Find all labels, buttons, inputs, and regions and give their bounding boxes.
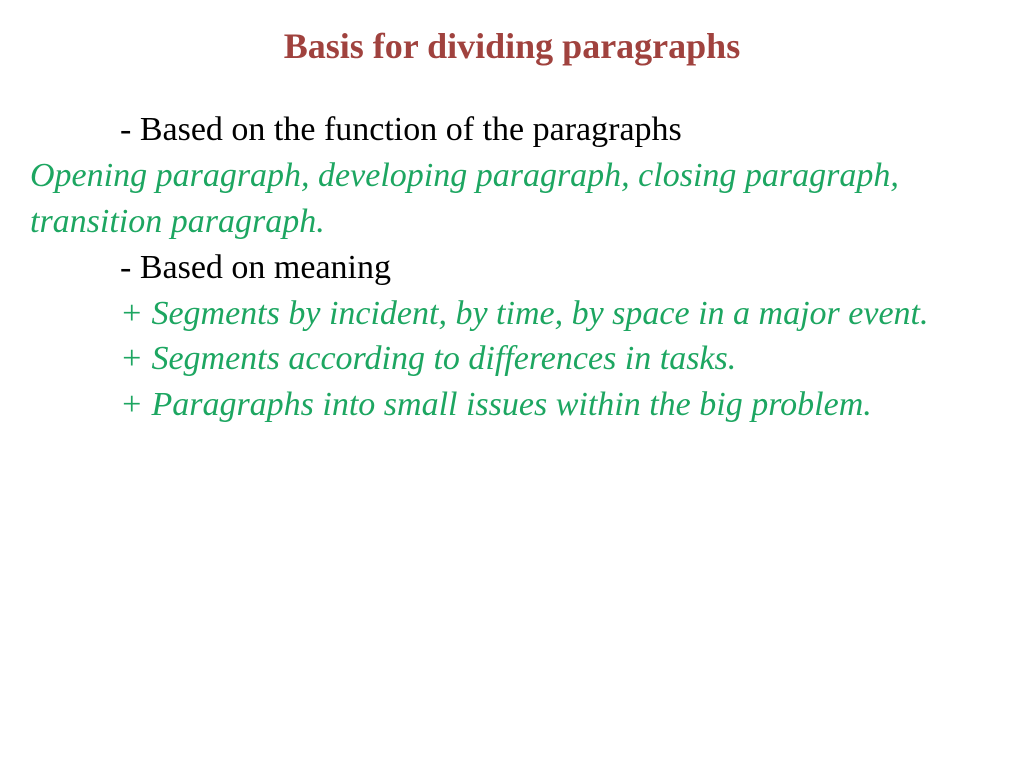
sub-segments-incident: + Segments by incident, by time, by spac… — [30, 291, 994, 337]
sub-paragraphs-issues: + Paragraphs into small issues within th… — [30, 382, 994, 428]
sub-segments-tasks: + Segments according to differences in t… — [30, 336, 994, 382]
slide-content: - Based on the function of the paragraph… — [30, 107, 994, 428]
bullet-meaning: - Based on meaning — [30, 245, 994, 291]
bullet-function: - Based on the function of the paragraph… — [30, 107, 994, 153]
slide-title: Basis for dividing paragraphs — [30, 25, 994, 67]
detail-function-types: Opening paragraph, developing paragraph,… — [30, 153, 994, 245]
